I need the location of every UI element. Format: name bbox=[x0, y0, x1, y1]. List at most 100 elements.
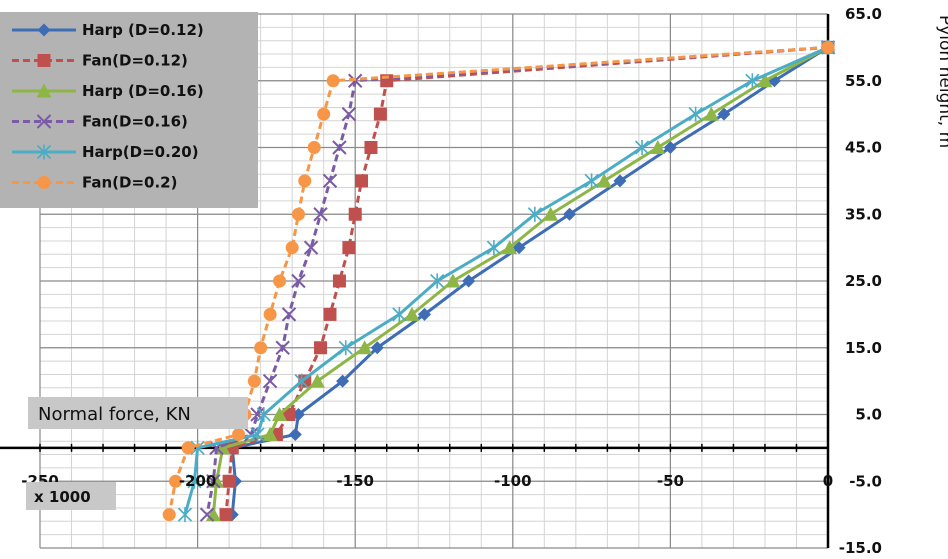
data-point bbox=[282, 408, 296, 421]
data-point bbox=[298, 174, 312, 188]
data-point bbox=[262, 373, 278, 389]
y-tick-label: 15.0 bbox=[845, 339, 882, 357]
data-point bbox=[232, 428, 246, 442]
data-point bbox=[285, 241, 299, 255]
legend: Harp (D=0.12) Fan(D=0.12) Harp (D=0.16) Fan… bbox=[0, 12, 258, 208]
x-tick-label: 0 bbox=[823, 472, 833, 490]
legend-label: Fan(D=0.2) bbox=[82, 174, 177, 192]
tick-labels: -250 -200 -150 -100 -50 0-15.0-5.05.015.025.0… bbox=[21, 5, 882, 557]
x-multiplier-box: x 1000 bbox=[26, 482, 116, 510]
y-tick-label: 45.0 bbox=[845, 139, 882, 157]
legend-item: Fan(D=0.2) bbox=[12, 174, 177, 192]
data-point bbox=[169, 474, 183, 488]
y-tick-label: 25.0 bbox=[845, 272, 882, 290]
data-point bbox=[291, 207, 305, 221]
legend-label: Harp (D=0.16) bbox=[82, 82, 204, 100]
data-point bbox=[263, 307, 277, 321]
data-point bbox=[275, 340, 290, 355]
legend-swatch-marker bbox=[36, 144, 52, 160]
legend-item: Harp (D=0.16) bbox=[12, 82, 204, 100]
data-point bbox=[247, 374, 261, 388]
data-point bbox=[688, 106, 703, 122]
data-point bbox=[357, 340, 373, 355]
data-point bbox=[703, 106, 719, 121]
data-point bbox=[462, 274, 476, 288]
series-layer bbox=[162, 39, 836, 523]
data-point bbox=[821, 40, 835, 54]
data-point bbox=[341, 106, 357, 122]
y-tick-label: 55.0 bbox=[845, 72, 882, 90]
series-line bbox=[183, 46, 829, 516]
x-tick-label: -200 bbox=[179, 472, 217, 490]
x-multiplier-label: x 1000 bbox=[34, 488, 91, 506]
data-point bbox=[190, 440, 205, 456]
data-point bbox=[181, 441, 195, 455]
data-point bbox=[309, 373, 325, 388]
legend-label: Harp(D=0.20) bbox=[82, 143, 199, 161]
data-point bbox=[307, 141, 321, 154]
data-point bbox=[336, 374, 350, 388]
data-point bbox=[273, 274, 287, 288]
data-point bbox=[364, 141, 378, 154]
y-tick-label: -5.0 bbox=[849, 472, 882, 490]
data-point bbox=[162, 508, 176, 522]
data-point bbox=[342, 241, 356, 255]
y-tick-label: 35.0 bbox=[845, 205, 882, 223]
data-point bbox=[418, 307, 432, 321]
legend-item: Harp (D=0.12) bbox=[12, 21, 204, 39]
data-point bbox=[445, 273, 461, 288]
legend-swatch-marker bbox=[37, 54, 51, 67]
data-point bbox=[288, 428, 302, 442]
y-axis-title: Pylon height, m bbox=[935, 15, 948, 148]
data-point bbox=[430, 273, 445, 289]
legend-item: Fan(D=0.16) bbox=[12, 113, 188, 131]
series-6 bbox=[162, 40, 835, 522]
data-point bbox=[392, 306, 407, 322]
legend-item: Fan(D=0.12) bbox=[12, 52, 188, 70]
series-line bbox=[167, 45, 829, 515]
data-point bbox=[373, 107, 387, 121]
data-point bbox=[613, 174, 627, 188]
data-point bbox=[527, 206, 542, 222]
data-point bbox=[206, 474, 221, 489]
data-point bbox=[370, 341, 384, 355]
legend-swatch-marker bbox=[36, 83, 52, 98]
data-point bbox=[317, 107, 331, 121]
data-point bbox=[717, 107, 731, 121]
data-point bbox=[326, 74, 340, 88]
data-point bbox=[313, 207, 328, 222]
axes bbox=[0, 14, 830, 548]
legend-label: Fan(D=0.16) bbox=[82, 113, 188, 131]
data-point bbox=[543, 206, 559, 221]
x-tick-label: -100 bbox=[494, 472, 532, 490]
data-point bbox=[294, 373, 309, 389]
legend-label: Fan(D=0.12) bbox=[82, 52, 188, 70]
data-point bbox=[219, 508, 233, 522]
data-point bbox=[348, 207, 362, 221]
data-point bbox=[745, 73, 760, 89]
data-point bbox=[563, 207, 577, 221]
data-point bbox=[262, 427, 278, 442]
legend-swatch-marker bbox=[36, 114, 52, 129]
x-multiplier-background bbox=[26, 482, 116, 510]
series-line bbox=[224, 45, 829, 515]
y-tick-label: 65.0 bbox=[845, 5, 882, 23]
data-point bbox=[199, 507, 215, 522]
data-point bbox=[314, 341, 328, 355]
data-point bbox=[332, 140, 347, 155]
data-point bbox=[187, 473, 202, 489]
data-point bbox=[291, 273, 306, 289]
data-point bbox=[332, 274, 346, 288]
legend-swatch-marker bbox=[37, 176, 51, 189]
data-point bbox=[303, 240, 319, 255]
data-point bbox=[272, 407, 288, 421]
series-line bbox=[211, 46, 829, 515]
data-point bbox=[323, 307, 337, 321]
data-point bbox=[222, 474, 236, 488]
legend-box bbox=[0, 12, 258, 208]
y-tick-label: 5.0 bbox=[855, 406, 882, 424]
data-point bbox=[486, 240, 501, 256]
data-point bbox=[322, 173, 338, 189]
data-point bbox=[254, 341, 268, 355]
